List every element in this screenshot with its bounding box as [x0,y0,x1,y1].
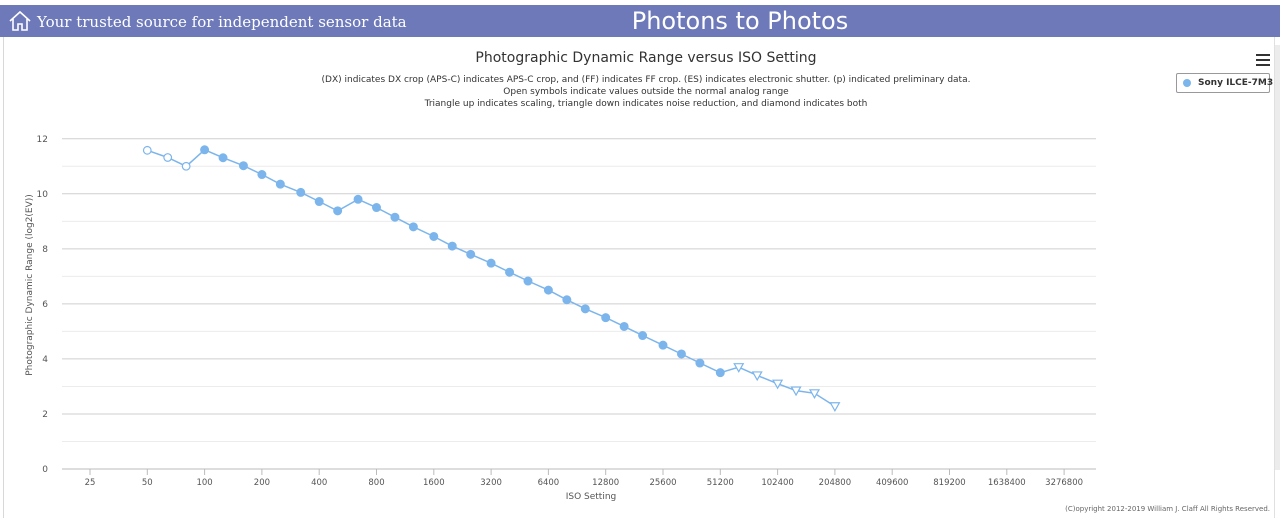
data-point [238,161,248,171]
legend[interactable]: Sony ILCE-7M3 [1176,73,1274,93]
data-point [466,249,476,259]
data-point [505,267,515,277]
data-point [333,206,343,216]
data-point [218,153,228,163]
data-point [715,368,725,378]
series-line [147,148,836,407]
data-point [390,212,400,222]
data-point [695,358,705,368]
data-point [408,222,418,232]
subtitle-line: (DX) indicates DX crop (APS-C) indicates… [321,75,971,85]
chart-frame-left [3,37,4,518]
y-tick-label: 8 [42,245,48,255]
y-tick-label: 6 [42,300,48,310]
y-tick-label: 10 [37,190,49,200]
y-tick-label: 12 [37,135,48,145]
x-tick-label: 12800 [592,478,619,488]
x-tick-label: 50 [142,478,153,488]
chart-frame-right [1274,37,1275,518]
x-axis-label: ISO Setting [566,492,617,502]
chart-title: Photographic Dynamic Range versus ISO Se… [475,50,817,66]
x-tick-label: 409600 [876,478,908,488]
data-point [562,295,572,305]
data-point [772,379,784,390]
x-tick-label: 200 [254,478,270,488]
data-point [200,145,210,155]
data-point [257,170,267,180]
y-tick-label: 2 [42,410,48,420]
legend-label: Sony ILCE-7M3 [1198,78,1274,88]
data-point [580,304,590,314]
chart-menu-icon[interactable] [1256,54,1270,66]
copyright: (C)opyright 2012-2019 William J. Claff A… [1065,505,1270,513]
site-tagline[interactable]: Your trusted source for independent sens… [37,13,407,31]
data-point [296,187,306,197]
x-tick-label: 400 [311,478,327,488]
x-tick-label: 102400 [761,478,793,488]
data-point [638,331,648,341]
subtitle-line: Open symbols indicate values outside the… [503,87,789,97]
data-point [733,363,745,373]
x-tick-label: 204800 [819,478,851,488]
data-point [353,194,363,204]
x-tick-label: 1638400 [988,478,1026,488]
data-point [372,203,381,213]
x-tick-label: 6400 [538,478,560,488]
data-point [429,231,439,241]
subtitle-line: Triangle up indicates scaling, triangle … [424,99,868,109]
data-point [751,371,763,382]
x-tick-label: 100 [196,478,212,488]
scrollbar[interactable] [1275,45,1280,470]
data-point [676,349,686,359]
x-tick-label: 800 [368,478,384,488]
x-tick-label: 1600 [423,478,445,488]
data-point [808,389,821,400]
home-icon[interactable] [8,9,32,33]
data-point [163,153,173,162]
y-tick-label: 4 [42,355,48,365]
data-point [658,340,668,350]
y-tick-label: 0 [42,465,48,475]
x-tick-label: 3276800 [1045,478,1083,488]
data-point [829,402,841,412]
data-point [619,321,629,331]
data-point [447,241,457,251]
legend-symbol-icon [1183,79,1191,87]
chart-subtitle: (DX) indicates DX crop (APS-C) indicates… [0,74,1280,110]
site-header: Your trusted source for independent sens… [0,5,1280,37]
y-axis-label: Photographic Dynamic Range (log2(EV)) [25,194,35,376]
data-point [790,386,802,397]
x-tick-label: 25600 [649,478,676,488]
data-point [314,197,324,207]
x-tick-label: 51200 [707,478,734,488]
data-point [181,161,191,171]
data-point [523,276,533,286]
site-title: Photons to Photos [631,7,849,35]
data-point [142,145,152,155]
data-point [275,179,285,189]
data-point [486,258,496,268]
x-tick-label: 819200 [933,478,965,488]
x-tick-label: 3200 [480,478,502,488]
data-point [601,313,611,323]
data-point [543,285,553,295]
x-tick-label: 25 [85,478,96,488]
